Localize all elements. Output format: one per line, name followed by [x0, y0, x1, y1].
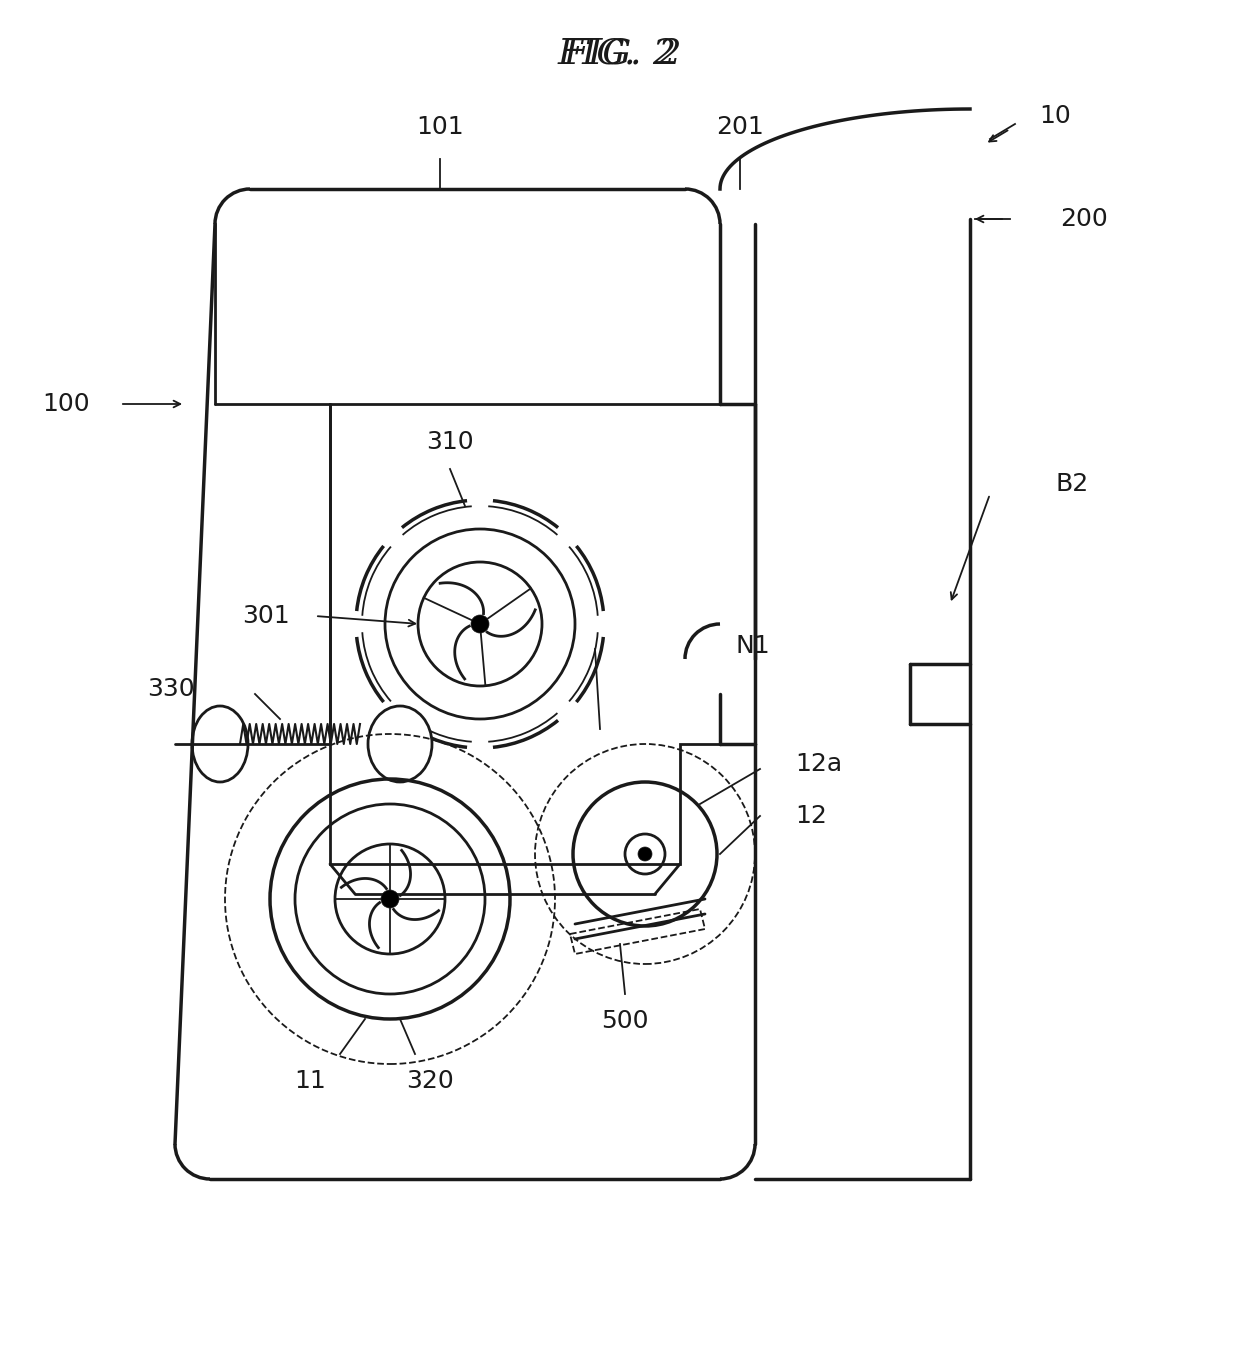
Text: 100: 100 — [42, 391, 91, 416]
Text: FIG. 2: FIG. 2 — [563, 37, 677, 71]
Circle shape — [639, 847, 652, 861]
Text: 330: 330 — [148, 677, 195, 701]
Ellipse shape — [192, 707, 248, 782]
Text: 320: 320 — [407, 1069, 454, 1093]
Text: FIG.  2: FIG. 2 — [558, 37, 682, 71]
Ellipse shape — [368, 707, 432, 782]
Text: 500: 500 — [601, 1009, 649, 1033]
Text: 200: 200 — [1060, 207, 1107, 231]
Text: 310: 310 — [427, 430, 474, 454]
Text: N1: N1 — [735, 634, 770, 657]
Circle shape — [381, 889, 399, 908]
Text: 301: 301 — [242, 604, 290, 627]
Text: B2: B2 — [1055, 472, 1089, 496]
Text: 12a: 12a — [795, 752, 842, 776]
Text: 201: 201 — [717, 115, 764, 139]
Text: 12: 12 — [795, 803, 827, 828]
Text: 11: 11 — [294, 1069, 326, 1093]
Circle shape — [471, 615, 489, 633]
Text: 10: 10 — [1039, 104, 1071, 128]
Text: 101: 101 — [417, 115, 464, 139]
